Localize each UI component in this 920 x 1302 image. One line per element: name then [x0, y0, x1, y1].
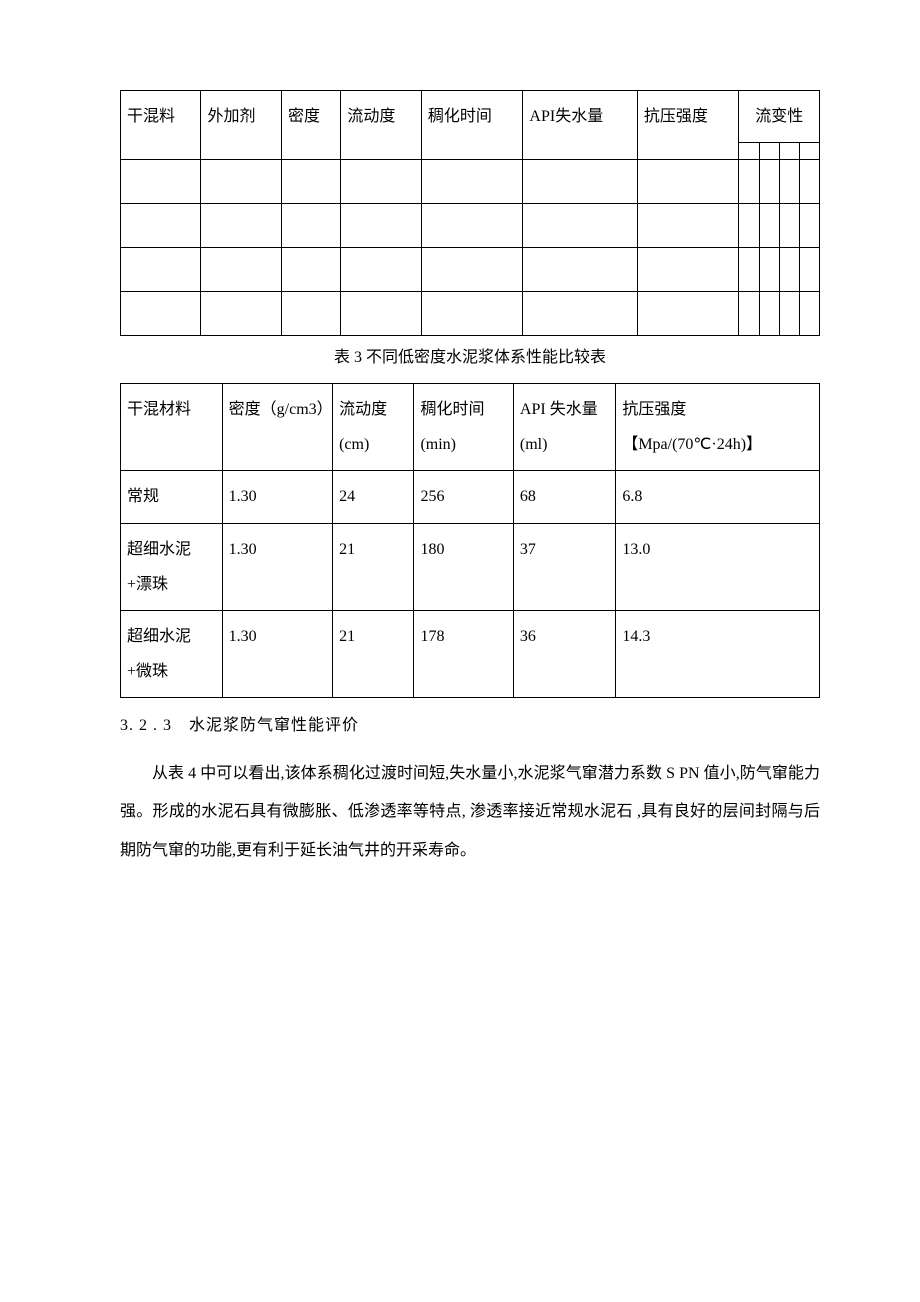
t1-cell: [637, 160, 739, 204]
t1-header-material: 干混料: [121, 91, 201, 160]
t1-cell: [637, 292, 739, 336]
t1-header-additive: 外加剂: [201, 91, 281, 160]
t1-cell: [739, 160, 759, 204]
t2-cell: 6.8: [616, 471, 820, 523]
t1-header-rheo-sub1: [739, 143, 759, 160]
t2-header-thickening: 稠化时间(min): [414, 383, 513, 470]
t1-cell: [121, 204, 201, 248]
t1-cell: [281, 204, 340, 248]
t1-cell: [523, 160, 637, 204]
t2-cell: 超细水泥+微珠: [121, 610, 223, 697]
t2-header-fluidity: 流动度(cm): [333, 383, 414, 470]
t2-cell: 256: [414, 471, 513, 523]
t1-cell: [739, 248, 759, 292]
t1-cell: [779, 160, 799, 204]
t1-cell: [201, 204, 281, 248]
t2-cell: 14.3: [616, 610, 820, 697]
t1-cell: [341, 292, 421, 336]
t1-cell: [201, 248, 281, 292]
t1-header-density: 密度: [281, 91, 340, 160]
t2-header-strength: 抗压强度【Mpa/(70℃·24h)】: [616, 383, 820, 470]
t1-cell: [759, 292, 779, 336]
t1-header-rheo-sub4: [799, 143, 819, 160]
t1-cell: [637, 204, 739, 248]
t2-cell: 37: [513, 523, 615, 610]
t2-cell: 24: [333, 471, 414, 523]
t2-cell: 常规: [121, 471, 223, 523]
t2-header-density: 密度（g/cm3）: [222, 383, 332, 470]
body-paragraph: 从表 4 中可以看出,该体系稠化过渡时间短,失水量小,水泥浆气窜潜力系数 S P…: [120, 755, 820, 870]
t1-cell: [739, 292, 759, 336]
t1-cell: [637, 248, 739, 292]
t2-cell: 68: [513, 471, 615, 523]
t1-cell: [799, 160, 819, 204]
t1-cell: [799, 204, 819, 248]
t1-cell: [121, 160, 201, 204]
t1-cell: [779, 204, 799, 248]
comparison-table-2: 干混材料 密度（g/cm3） 流动度(cm) 稠化时间(min) API 失水量…: [120, 383, 820, 698]
t1-header-api: API失水量: [523, 91, 637, 160]
t1-cell: [739, 204, 759, 248]
t2-cell: 21: [333, 523, 414, 610]
t2-cell: 13.0: [616, 523, 820, 610]
t2-cell: 178: [414, 610, 513, 697]
t1-cell: [421, 292, 523, 336]
t1-cell: [759, 248, 779, 292]
t2-cell: 1.30: [222, 610, 332, 697]
t1-cell: [779, 292, 799, 336]
properties-table-1: 干混料 外加剂 密度 流动度 稠化时间 API失水量 抗压强度 流变性: [120, 90, 820, 336]
t2-header-material: 干混材料: [121, 383, 223, 470]
t1-header-rheo-sub2: [759, 143, 779, 160]
t1-cell: [281, 292, 340, 336]
t2-cell: 1.30: [222, 471, 332, 523]
t1-cell: [799, 292, 819, 336]
t1-cell: [421, 248, 523, 292]
t2-header-api: API 失水量(ml): [513, 383, 615, 470]
t2-cell: 36: [513, 610, 615, 697]
t1-header-rheology: 流变性: [739, 91, 820, 143]
t1-cell: [523, 292, 637, 336]
t1-header-rheo-sub3: [779, 143, 799, 160]
t1-cell: [341, 204, 421, 248]
t1-header-fluidity: 流动度: [341, 91, 421, 160]
t1-header-strength: 抗压强度: [637, 91, 739, 160]
t1-cell: [759, 204, 779, 248]
t1-cell: [201, 292, 281, 336]
t1-cell: [523, 204, 637, 248]
t1-cell: [281, 248, 340, 292]
t1-cell: [281, 160, 340, 204]
section-title: 3. 2 . 3 水泥浆防气窜性能评价: [120, 712, 820, 741]
t1-cell: [341, 248, 421, 292]
t1-cell: [759, 160, 779, 204]
t2-cell: 21: [333, 610, 414, 697]
t2-cell: 180: [414, 523, 513, 610]
t1-cell: [799, 248, 819, 292]
t1-cell: [121, 248, 201, 292]
t1-cell: [421, 160, 523, 204]
table-caption: 表 3 不同低密度水泥浆体系性能比较表: [120, 344, 820, 373]
t1-cell: [121, 292, 201, 336]
t1-cell: [523, 248, 637, 292]
t1-cell: [341, 160, 421, 204]
t1-cell: [201, 160, 281, 204]
t1-cell: [421, 204, 523, 248]
t2-cell: 超细水泥+漂珠: [121, 523, 223, 610]
t1-header-thickening: 稠化时间: [421, 91, 523, 160]
t2-cell: 1.30: [222, 523, 332, 610]
t1-cell: [779, 248, 799, 292]
